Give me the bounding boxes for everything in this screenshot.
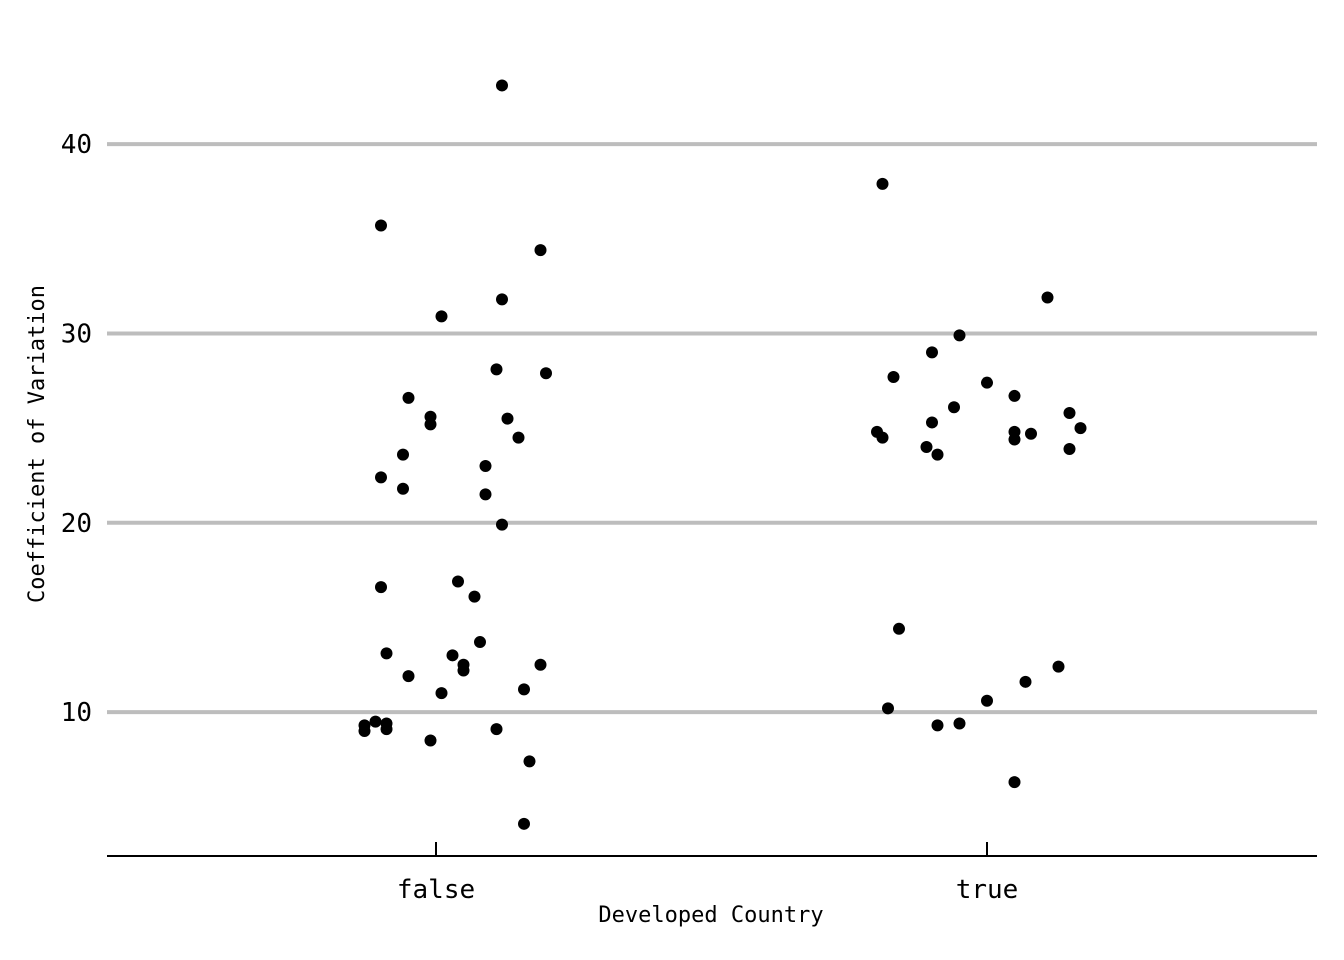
point-true — [876, 431, 889, 444]
point-true — [1008, 433, 1021, 446]
x-tick-label-false: false — [397, 875, 475, 905]
point-true — [1074, 422, 1087, 435]
point-true — [1019, 675, 1032, 688]
data-points — [358, 79, 1087, 830]
point-true — [887, 371, 900, 384]
point-false — [446, 649, 459, 662]
point-true — [948, 401, 960, 414]
point-true — [953, 717, 966, 730]
point-true — [981, 376, 993, 389]
point-false — [523, 755, 536, 768]
point-false — [375, 219, 387, 232]
point-false — [375, 581, 387, 594]
point-false — [397, 448, 409, 461]
point-false — [369, 715, 382, 728]
y-axis-ticks: 10 20 30 40 — [61, 130, 92, 728]
point-false — [380, 647, 393, 660]
gridlines — [107, 142, 1317, 715]
point-false — [496, 79, 508, 92]
point-true — [920, 441, 933, 454]
point-false — [479, 488, 492, 501]
point-false — [424, 734, 437, 747]
point-false — [358, 725, 371, 738]
point-false — [501, 412, 514, 425]
point-false — [512, 431, 525, 444]
point-false — [534, 244, 547, 257]
point-false — [457, 664, 470, 677]
point-false — [534, 658, 547, 671]
point-true — [1063, 442, 1076, 455]
point-false — [380, 723, 393, 736]
point-false — [375, 471, 387, 484]
y-tick-label: 30 — [61, 319, 92, 349]
point-true — [1025, 427, 1037, 440]
point-false — [518, 683, 530, 696]
point-true — [1041, 291, 1054, 304]
point-false — [424, 418, 437, 431]
point-false — [518, 817, 530, 830]
point-false — [402, 391, 415, 404]
point-true — [1008, 389, 1021, 402]
point-false — [397, 482, 409, 495]
point-true — [931, 448, 944, 461]
point-false — [540, 367, 552, 380]
point-false — [490, 363, 503, 376]
point-true — [1052, 660, 1065, 673]
point-true — [882, 702, 894, 715]
point-true — [926, 416, 938, 429]
x-tick-label-true: true — [956, 875, 1019, 905]
point-true — [876, 177, 889, 190]
x-axis-title: Developed Country — [598, 903, 823, 928]
y-tick-label: 10 — [61, 698, 92, 728]
point-true — [953, 329, 966, 342]
point-false — [435, 687, 448, 700]
point-false — [474, 636, 486, 649]
point-false — [435, 310, 448, 323]
point-true — [981, 694, 993, 707]
y-tick-label: 40 — [61, 130, 92, 160]
point-true — [931, 719, 944, 732]
point-false — [402, 670, 415, 683]
point-false — [479, 459, 492, 472]
point-true — [926, 346, 938, 359]
point-false — [490, 723, 503, 736]
point-false — [496, 518, 508, 531]
y-tick-label: 20 — [61, 509, 92, 539]
point-true — [1063, 406, 1076, 419]
point-false — [468, 590, 481, 603]
point-false — [452, 575, 464, 588]
point-false — [496, 293, 508, 306]
point-true — [1008, 776, 1021, 789]
y-axis-title: Coefficient of Variation — [25, 285, 50, 603]
point-true — [893, 622, 905, 635]
x-axis: false true — [107, 842, 1317, 905]
